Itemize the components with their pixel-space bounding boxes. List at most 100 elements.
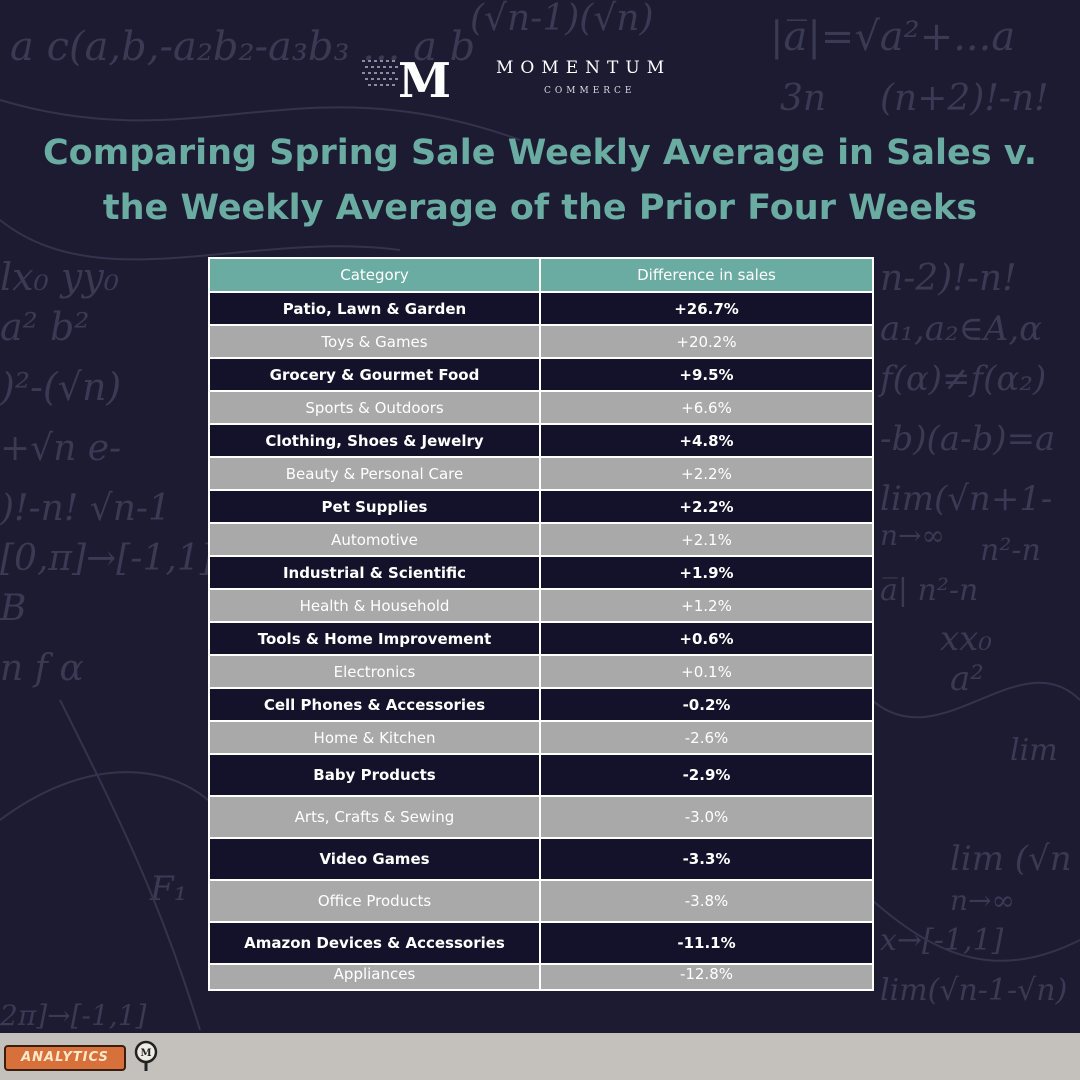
difference-cell: +0.6% [539, 621, 874, 656]
category-cell: Arts, Crafts & Sewing [208, 795, 541, 839]
table-row: Cell Phones & Accessories -0.2% [208, 687, 874, 722]
table-row: Tools & Home Improvement +0.6% [208, 621, 874, 656]
svg-text:B: B [0, 588, 26, 629]
difference-cell: -3.0% [539, 795, 874, 839]
magnifier-icon: M [134, 1040, 158, 1071]
table-row: Beauty & Personal Care +2.2% [208, 456, 874, 491]
difference-cell: +2.2% [539, 456, 874, 491]
category-cell: Baby Products [208, 753, 541, 797]
category-cell: Home & Kitchen [208, 720, 541, 755]
difference-cell: +26.7% [539, 291, 874, 326]
table-row: Amazon Devices & Accessories -11.1% [208, 921, 874, 965]
difference-cell: +0.1% [539, 654, 874, 689]
svg-text:x→[-1,1]: x→[-1,1] [880, 923, 1004, 958]
category-cell: Clothing, Shoes & Jewelry [208, 423, 541, 458]
svg-text:(√n-1)(√n): (√n-1)(√n) [470, 0, 654, 39]
brand-name: MOMENTUM [496, 58, 672, 78]
analytics-badge: ANALYTICS [4, 1045, 126, 1071]
difference-cell: -3.3% [539, 837, 874, 881]
svg-text:2π]→[-1,1]: 2π]→[-1,1] [0, 999, 147, 1032]
svg-text:n→∞: n→∞ [880, 519, 945, 552]
table-row: Clothing, Shoes & Jewelry +4.8% [208, 423, 874, 458]
svg-text:a²: a² [950, 659, 984, 699]
svg-text:n→∞: n→∞ [950, 884, 1015, 917]
table-row: Sports & Outdoors +6.6% [208, 390, 874, 425]
category-cell: Toys & Games [208, 324, 541, 359]
svg-text:)!-n! √n-1: )!-n! √n-1 [0, 488, 171, 529]
category-cell: Grocery & Gourmet Food [208, 357, 541, 392]
svg-text:[0,π]→[-1,1]: [0,π]→[-1,1] [0, 538, 215, 579]
svg-text:a² b²: a² b² [0, 305, 90, 349]
table-row: Electronics +0.1% [208, 654, 874, 689]
difference-cell: +6.6% [539, 390, 874, 425]
category-cell: Electronics [208, 654, 541, 689]
svg-text:3n: 3n [780, 78, 826, 119]
svg-text:M: M [140, 1048, 151, 1059]
difference-cell: -3.8% [539, 879, 874, 923]
category-cell: Tools & Home Improvement [208, 621, 541, 656]
difference-cell: -11.1% [539, 921, 874, 965]
table-row: Health & Household +1.2% [208, 588, 874, 623]
difference-cell: +4.8% [539, 423, 874, 458]
category-cell: Pet Supplies [208, 489, 541, 524]
svg-text:xx₀: xx₀ [940, 619, 992, 659]
svg-text:|a̅|=√a²+...a: |a̅|=√a²+...a [770, 14, 1015, 60]
difference-cell: +1.2% [539, 588, 874, 623]
difference-cell: +2.1% [539, 522, 874, 557]
sales-table: Category Difference in sales Patio, Lawn… [208, 257, 874, 991]
footer-band [0, 1033, 1080, 1080]
category-cell: Office Products [208, 879, 541, 923]
column-header-category: Category [208, 257, 541, 293]
table-row: Home & Kitchen -2.6% [208, 720, 874, 755]
brand-subtitle: COMMERCE [544, 86, 636, 96]
svg-text:n²-n: n²-n [980, 533, 1041, 568]
difference-cell: +2.2% [539, 489, 874, 524]
difference-cell: -12.8% [539, 963, 874, 991]
svg-text:lim(√n-1-√n): lim(√n-1-√n) [880, 973, 1067, 1008]
page-title: Comparing Spring Sale Weekly Average in … [43, 133, 1037, 228]
svg-text:n f α: n f α [0, 648, 84, 689]
svg-text:lim(√n+1-: lim(√n+1- [880, 479, 1052, 519]
svg-text:f(α)≠f(α₂): f(α)≠f(α₂) [877, 359, 1046, 399]
category-cell: Cell Phones & Accessories [208, 687, 541, 722]
category-cell: Automotive [208, 522, 541, 557]
svg-text:lx₀ yy₀: lx₀ yy₀ [0, 255, 119, 299]
table-row: Arts, Crafts & Sewing -3.0% [208, 795, 874, 839]
category-cell: Patio, Lawn & Garden [208, 291, 541, 326]
svg-text:a̅| n²-n: a̅| n²-n [880, 573, 978, 608]
svg-text:-b)(a-b)=a: -b)(a-b)=a [880, 419, 1055, 459]
difference-cell: -2.6% [539, 720, 874, 755]
svg-text:lim (√n: lim (√n [950, 839, 1072, 879]
brand-logo: M MOMENTUM COMMERCE [360, 52, 720, 108]
category-cell: Video Games [208, 837, 541, 881]
category-cell: Amazon Devices & Accessories [208, 921, 541, 965]
svg-text:M: M [398, 53, 451, 102]
difference-cell: +9.5% [539, 357, 874, 392]
difference-cell: +20.2% [539, 324, 874, 359]
table-row: Baby Products -2.9% [208, 753, 874, 797]
column-header-difference: Difference in sales [539, 257, 874, 293]
table-row: Grocery & Gourmet Food +9.5% [208, 357, 874, 392]
category-cell: Industrial & Scientific [208, 555, 541, 590]
table-row: Video Games -3.3% [208, 837, 874, 881]
table-row: Pet Supplies +2.2% [208, 489, 874, 524]
difference-cell: -0.2% [539, 687, 874, 722]
category-cell: Sports & Outdoors [208, 390, 541, 425]
table-row: Patio, Lawn & Garden +26.7% [208, 291, 874, 326]
svg-text:a₁,a₂∈A,α: a₁,a₂∈A,α [880, 309, 1042, 349]
svg-text:lim: lim [1010, 733, 1058, 768]
svg-text:a c(a,b,-a₂b₂-a₃b₃ ... a b: a c(a,b,-a₂b₂-a₃b₃ ... a b [10, 24, 475, 70]
table-row: Appliances -12.8% [208, 963, 874, 991]
difference-cell: -2.9% [539, 753, 874, 797]
svg-text:(n+2)!-n!: (n+2)!-n! [880, 78, 1049, 119]
difference-cell: +1.9% [539, 555, 874, 590]
svg-text:+√n e-: +√n e- [0, 428, 121, 469]
table-row: Toys & Games +20.2% [208, 324, 874, 359]
table-header-row: Category Difference in sales [208, 257, 874, 293]
svg-text:)²-(√n): )²-(√n) [0, 365, 121, 409]
logo-mark-icon: M [362, 53, 451, 102]
table-body: Patio, Lawn & Garden +26.7% Toys & Games +2… [208, 291, 874, 991]
table-row: Office Products -3.8% [208, 879, 874, 923]
table-row: Automotive +2.1% [208, 522, 874, 557]
